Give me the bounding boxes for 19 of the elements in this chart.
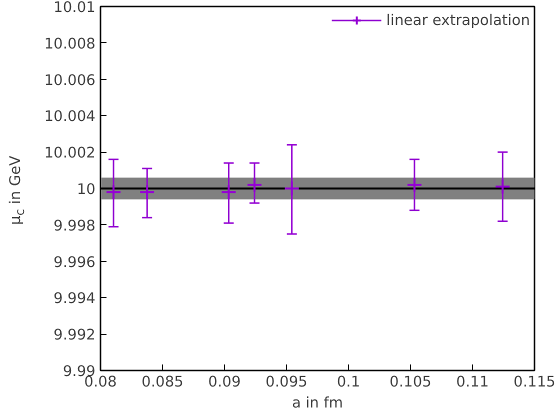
y-tick-label: 10.008 (44, 35, 96, 52)
y-tick-label: 10 (76, 181, 96, 198)
x-tick-label: 0.09 (208, 374, 241, 390)
y-tick-label: 9.996 (54, 254, 96, 271)
y-tick-label: 9.998 (54, 217, 96, 234)
x-tick-label: 0.1 (336, 374, 360, 390)
x-tick-label: 0.11 (456, 374, 489, 390)
y-tick-label: 9.994 (54, 290, 96, 308)
x-tick-label: 0.085 (142, 374, 184, 390)
x-tick-label: 0.115 (514, 374, 556, 390)
x-tick-label: 0.105 (390, 374, 432, 390)
x-tick-label: 0.095 (266, 374, 308, 390)
y-tick-label: 10.004 (44, 108, 96, 126)
y-tick-label: 10.002 (44, 144, 96, 162)
legend-label: linear extrapolation (386, 12, 530, 28)
y-tick-label: 10.006 (44, 72, 96, 89)
x-axis-title: a in fm (292, 394, 344, 412)
y-tick-label: 10.01 (54, 0, 96, 16)
y-tick-label: 9.992 (54, 326, 96, 344)
